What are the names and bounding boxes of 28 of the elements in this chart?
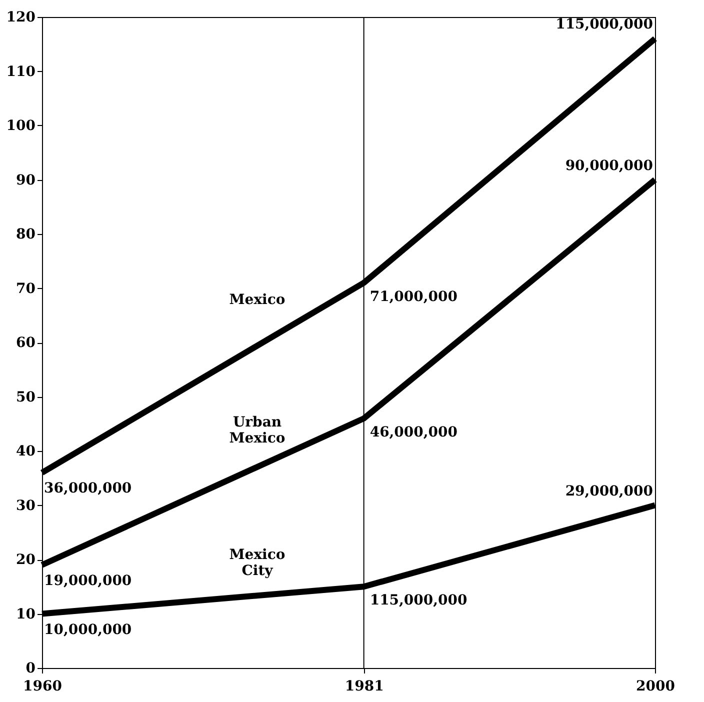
y-tick-label: 60 <box>16 335 36 351</box>
annotation: 10,000,000 <box>44 622 132 638</box>
y-tick-label: 100 <box>6 118 36 134</box>
y-tick-label: 30 <box>16 498 36 514</box>
y-tick-label: 120 <box>6 10 36 26</box>
y-tick-label: 10 <box>16 606 36 622</box>
annotation: 19,000,000 <box>44 572 132 589</box>
annotation: 36,000,000 <box>44 480 132 497</box>
x-tick-label: 1960 <box>23 678 62 694</box>
y-tick-label: 0 <box>26 660 36 676</box>
y-tick-label: 80 <box>16 226 36 242</box>
series-label: Mexico <box>229 292 286 308</box>
x-tick-label: 1981 <box>344 678 384 694</box>
y-tick-label: 40 <box>16 444 36 460</box>
y-tick-label: 20 <box>16 552 36 568</box>
annotation: 90,000,000 <box>565 158 654 174</box>
series-label: Urban Mexico <box>229 414 286 446</box>
y-tick-label: 70 <box>16 280 36 297</box>
annotation: 115,000,000 <box>556 16 654 33</box>
series-label: Mexico City <box>229 546 286 579</box>
y-tick-label: 50 <box>16 389 36 406</box>
x-tick-label: 2000 <box>636 678 676 694</box>
annotation: 29,000,000 <box>565 483 654 500</box>
y-tick-label: 110 <box>6 64 36 80</box>
annotation: 115,000,000 <box>370 592 468 609</box>
annotation: 71,000,000 <box>370 288 458 305</box>
annotation: 46,000,000 <box>370 424 458 440</box>
y-tick-label: 90 <box>16 172 36 188</box>
